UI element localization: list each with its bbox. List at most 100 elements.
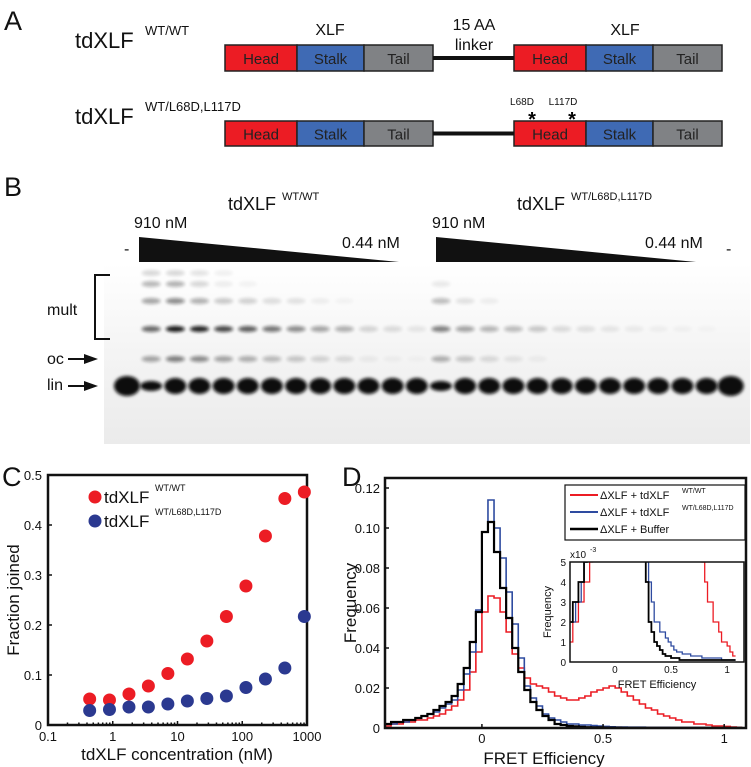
plot-d-frame xyxy=(383,476,748,730)
inset-histograms xyxy=(570,562,736,661)
gel-band xyxy=(697,326,716,332)
data-point-mutant xyxy=(102,703,116,716)
gel-band xyxy=(214,270,234,276)
gel-band xyxy=(214,326,234,332)
data-point-mutant xyxy=(239,681,253,694)
panel-label-b: B xyxy=(4,172,22,202)
inset-y-tick-label: 1 xyxy=(560,638,566,649)
gel-band xyxy=(165,298,185,304)
gel-group1-name: tdXLF xyxy=(228,194,276,214)
gel-band-linear xyxy=(212,378,235,394)
domain-label-tail: Tail xyxy=(676,127,699,144)
y-tick-label: 0.02 xyxy=(355,681,380,696)
legend-c-label-wt: tdXLF xyxy=(104,488,149,507)
x-tick-label: 0.1 xyxy=(39,729,57,744)
gel-band xyxy=(624,326,644,332)
gel-band xyxy=(262,356,282,362)
data-point-mutant xyxy=(278,661,292,675)
gel-band xyxy=(455,326,475,332)
gel-band xyxy=(165,326,185,332)
gel-band xyxy=(214,356,234,362)
gel-band xyxy=(334,356,354,362)
gel-band xyxy=(141,281,161,287)
gel-band xyxy=(310,326,330,332)
gel-band xyxy=(141,356,161,362)
gel-band xyxy=(359,326,378,332)
gel-band xyxy=(310,298,330,304)
domain-label-tail: Tail xyxy=(676,51,699,68)
domain-tail xyxy=(363,44,434,72)
gel-band-linear xyxy=(260,378,283,394)
gel-band-linear xyxy=(188,378,211,394)
mult-bracket xyxy=(94,274,110,340)
inset-y-tick-label: 4 xyxy=(560,578,566,589)
linker-label-line2: linker xyxy=(455,37,494,54)
inset-y-tick-label: 5 xyxy=(560,558,566,569)
gel-band xyxy=(262,326,282,332)
legend-c-sup-wt: WT/WT xyxy=(155,483,186,493)
panel-label-a: A xyxy=(4,6,22,36)
band-label-lin: lin xyxy=(47,377,63,394)
x-tick-label: 100 xyxy=(231,729,253,744)
oc-arrow-icon xyxy=(68,354,98,364)
gel-band xyxy=(431,356,451,362)
legend-c-marker-mut xyxy=(88,514,102,528)
gel-band-linear xyxy=(478,378,501,394)
gel-band xyxy=(503,326,523,332)
domain-label-head: Head xyxy=(243,51,279,68)
inset-y-tick-label: 0 xyxy=(560,658,566,669)
gel-band xyxy=(189,281,209,287)
gel-band-linear xyxy=(599,378,621,394)
gel-band xyxy=(528,326,548,332)
gel-band xyxy=(431,298,451,304)
gel-band-linear xyxy=(623,378,646,394)
plot-c-points xyxy=(83,485,311,717)
gel-band-linear xyxy=(695,378,718,394)
inset-frame xyxy=(569,561,745,663)
gel-band-linear xyxy=(285,378,308,394)
data-point-mutant xyxy=(122,700,136,714)
gel-band xyxy=(479,356,499,362)
plot-d-xlabel: FRET Efficiency xyxy=(483,749,605,767)
mutation-label-l68d: L68D xyxy=(510,97,534,108)
data-point-mutant xyxy=(200,692,214,705)
gel-group1-sup: WT/WT xyxy=(282,191,320,203)
gel-band-linear xyxy=(550,378,573,394)
construct-mut-name: tdXLF xyxy=(75,104,134,129)
xlf-label-1: XLF xyxy=(315,22,345,39)
gel-group1-high: 910 nM xyxy=(134,215,187,232)
legend-c-sup-mut: WT/L68D,L117D xyxy=(155,507,222,517)
plot-c-ylabel: Fraction joined xyxy=(4,544,23,656)
gel-band xyxy=(189,270,209,276)
legend-d-label-buffer: ΔXLF + Buffer xyxy=(600,524,670,536)
gel-band xyxy=(165,281,185,287)
data-point-mutant xyxy=(141,700,155,714)
gel-band xyxy=(455,298,475,304)
domain-tail xyxy=(363,120,434,147)
gel-band-linear xyxy=(574,378,597,394)
gel-band xyxy=(673,326,692,332)
control-lane-label-left: - xyxy=(124,241,129,258)
gel-band xyxy=(407,356,426,362)
y-tick-label: 0.1 xyxy=(24,668,42,683)
x-tick-label: 0 xyxy=(478,731,485,746)
gel-band xyxy=(262,298,282,304)
legend-c-marker-wt xyxy=(88,490,102,504)
data-point-wt xyxy=(180,652,194,666)
x-tick-label: 1 xyxy=(109,729,116,744)
domain-stalk xyxy=(585,120,654,147)
domain-label-tail: Tail xyxy=(387,127,410,144)
inset-y-tick-label: 3 xyxy=(560,598,566,609)
domain-label-stalk: Stalk xyxy=(603,127,637,144)
inset-y-tick-label: 2 xyxy=(560,618,566,629)
gel-band-linear xyxy=(502,378,525,394)
y-tick-label: 0.08 xyxy=(355,561,380,576)
gel-band xyxy=(189,356,209,362)
data-point-wt xyxy=(141,679,155,693)
plot-d-ticks: 0 0.5 1 0 0.02 0.04 0.06 0.08 0.10 0.12 xyxy=(355,481,728,746)
panel-a: A tdXLF WT/WT tdXLF WT/L68D,L117D XLF XL… xyxy=(4,6,723,147)
gel-group2-sup: WT/L68D,L117D xyxy=(571,191,652,203)
gel-band xyxy=(286,326,306,332)
gel-band xyxy=(552,326,572,332)
